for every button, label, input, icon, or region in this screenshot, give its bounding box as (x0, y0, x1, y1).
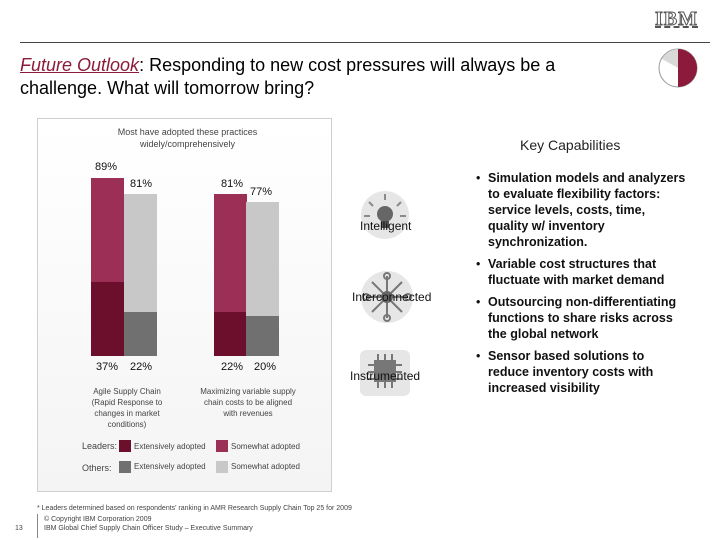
capability-label-instrumented: Instrumented (350, 369, 421, 383)
bullet-text-4: Sensor based solutions to reduce invento… (488, 349, 654, 395)
segmented-circle-icon (658, 48, 698, 88)
title-text: : Responding to new cost pressures will … (20, 55, 556, 98)
value-label-others-2-bottom: 20% (254, 361, 277, 373)
category-label-1: Agile Supply Chain (Rapid Response to ch… (91, 387, 163, 429)
chart-caption: Most have adopted these practices widely… (117, 127, 258, 149)
category-label-2: Maximizing variable supply chain costs t… (200, 387, 296, 418)
legend-label-extensive-leaders: Extensively adopted (134, 442, 206, 451)
capability-label-interconnected: Interconnected (352, 290, 432, 304)
legend-label-somewhat-others: Somewhat adopted (231, 462, 300, 471)
bullet-text-2: Variable cost structures that fluctuate … (488, 257, 665, 287)
bullet-item: • Simulation models and analyzers to eval… (476, 170, 686, 250)
value-label-leaders-2-top: 81% (221, 178, 244, 190)
bar-others-extensive-1 (124, 312, 157, 356)
network-hub-icon (361, 271, 413, 323)
legend-swatch-others-somewhat (216, 461, 228, 473)
page-number: 13 (15, 525, 23, 532)
legend-row-leaders: Leaders: (82, 441, 118, 451)
copyright-text: © Copyright IBM Corporation 2009 (44, 516, 152, 523)
lightbulb-icon (361, 191, 409, 239)
bullet-dot-icon: • (476, 171, 481, 185)
title-emphasis: Future Outlook (20, 55, 140, 75)
bar-others-somewhat-1 (124, 194, 157, 312)
legend-row-others: Others: (82, 463, 112, 473)
ibm-logo: IBM (655, 8, 698, 31)
value-label-others-2-top: 77% (250, 186, 273, 198)
chip-icon (360, 350, 410, 396)
capability-label-intelligent: Intelligent (360, 219, 412, 233)
bar-leaders-somewhat-2 (214, 194, 247, 312)
study-title: IBM Global Chief Supply Chain Officer St… (44, 525, 253, 532)
value-label-leaders-1-bottom: 37% (96, 361, 119, 373)
title-divider (20, 42, 710, 43)
bar-others-somewhat-2 (246, 202, 279, 316)
bullet-text-1: Simulation models and analyzers to evalu… (488, 171, 686, 249)
bullet-text-3: Outsourcing non-differentiating function… (488, 295, 677, 341)
bar-others-extensive-2 (246, 316, 279, 356)
bullet-item: • Outsourcing non-differentiating functio… (476, 294, 686, 342)
bar-leaders-extensive-2 (214, 312, 247, 356)
legend-swatch-leaders-somewhat (216, 440, 228, 452)
footer-divider (37, 514, 38, 538)
capabilities-bullet-list: • Simulation models and analyzers to eval… (476, 170, 686, 402)
value-label-others-1-top: 81% (130, 178, 153, 190)
legend-label-somewhat-leaders: Somewhat adopted (231, 442, 300, 451)
value-label-others-1-bottom: 22% (130, 361, 153, 373)
page-title: Future Outlook: Responding to new cost p… (20, 54, 640, 100)
value-label-leaders-1-top: 89% (95, 161, 118, 173)
legend-swatch-leaders-extensive (119, 440, 131, 452)
bullet-item: • Sensor based solutions to reduce invent… (476, 348, 686, 396)
footnote: * Leaders determined based on respondent… (37, 505, 352, 512)
chart-panel (37, 118, 332, 492)
value-label-leaders-2-bottom: 22% (221, 361, 244, 373)
bar-leaders-extensive-1 (91, 282, 124, 356)
bullet-dot-icon: • (476, 257, 481, 271)
legend-label-extensive-others: Extensively adopted (134, 462, 206, 471)
bar-leaders-somewhat-1 (91, 178, 124, 282)
bullet-dot-icon: • (476, 349, 481, 363)
key-capabilities-heading: Key Capabilities (520, 137, 621, 153)
bullet-item: • Variable cost structures that fluctuate… (476, 256, 686, 288)
legend-swatch-others-extensive (119, 461, 131, 473)
bullet-dot-icon: • (476, 295, 481, 309)
